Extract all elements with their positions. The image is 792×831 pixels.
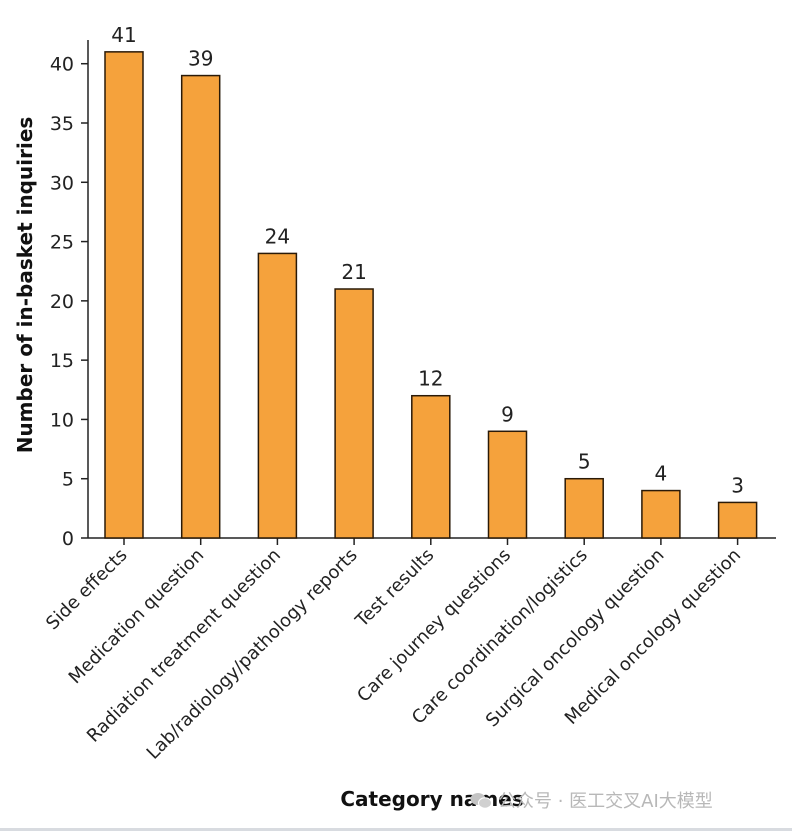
bottom-divider: [0, 828, 792, 831]
x-axis-title: Category names: [340, 787, 523, 811]
y-tick-label: 20: [50, 291, 74, 313]
wechat-icon: [470, 793, 492, 809]
data-label: 3: [731, 473, 744, 497]
data-label: 39: [188, 47, 213, 71]
y-tick-label: 15: [50, 350, 74, 372]
x-category-label: Care journey questions: [353, 545, 515, 707]
bar: [180, 74, 221, 539]
y-tick-label: 25: [50, 232, 74, 254]
bar: [564, 477, 604, 539]
bar: [717, 501, 758, 539]
bar: [487, 430, 528, 539]
x-category-label: Medication question: [65, 545, 208, 688]
y-axis-title: Number of in-basket inquiries: [13, 117, 37, 454]
data-label: 21: [341, 260, 366, 284]
data-label: 24: [265, 224, 290, 248]
bar: [334, 288, 374, 539]
bar: [104, 51, 144, 539]
data-label: 41: [111, 23, 136, 47]
watermark-text: 公众号 · 医工交叉AI大模型: [498, 791, 713, 812]
bar: [411, 394, 451, 539]
y-tick-label: 40: [50, 54, 74, 76]
bars: [104, 51, 758, 539]
bar: [257, 252, 298, 539]
data-label: 12: [418, 367, 443, 391]
data-label: 9: [501, 402, 514, 426]
bar: [641, 489, 681, 539]
y-axis: 0 5 10 15 20 25 30 35 40: [50, 40, 89, 550]
y-tick-label: 0: [62, 528, 74, 550]
data-labels: 41 39 24 21 12 9 5 4 3: [111, 23, 744, 498]
data-label: 5: [578, 450, 591, 474]
y-tick-label: 10: [50, 409, 74, 431]
y-tick-label: 35: [50, 113, 74, 135]
watermark: 公众号 · 医工交叉AI大模型: [470, 787, 713, 813]
y-tick-label: 30: [50, 172, 74, 194]
x-axis: [88, 537, 776, 545]
y-tick-label: 5: [62, 469, 74, 491]
data-label: 4: [655, 462, 668, 486]
